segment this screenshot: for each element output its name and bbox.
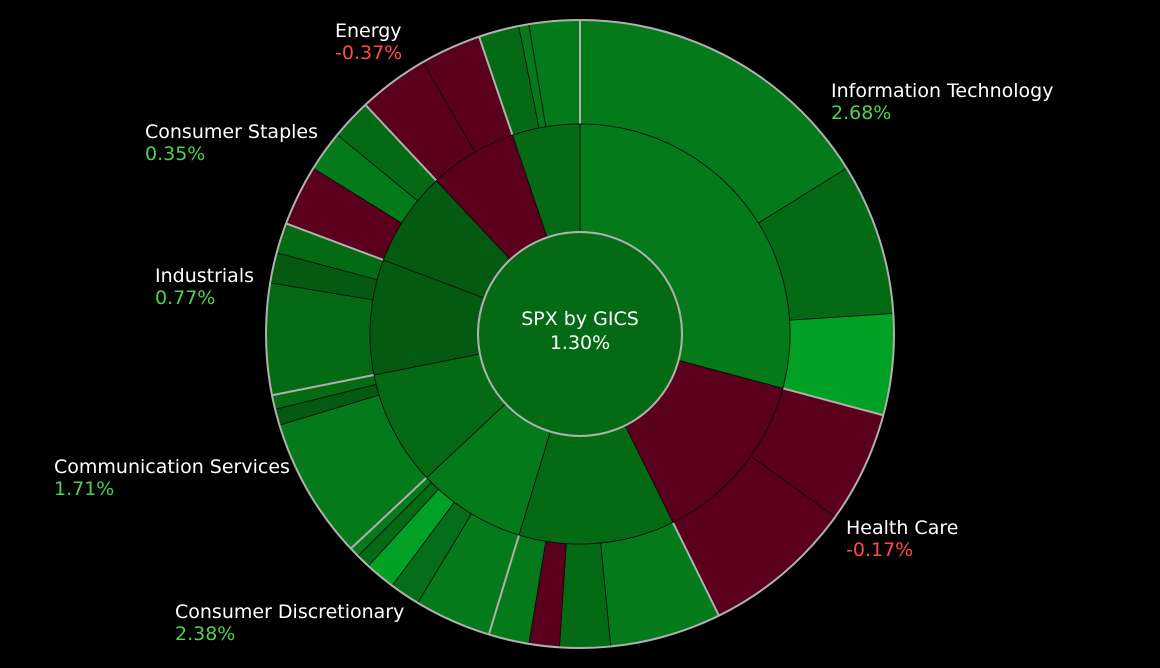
outer-border [265,19,895,649]
sector-change: 2.38% [175,623,236,645]
label-communication-services[interactable]: Communication Services 1.71% [54,456,290,500]
center-value: 1.30% [550,332,610,354]
label-consumer-staples[interactable]: Consumer Staples 0.35% [145,121,318,165]
label-health-care[interactable]: Health Care -0.17% [846,517,958,561]
label-consumer-discretionary[interactable]: Consumer Discretionary 2.38% [175,601,404,645]
sector-change: 1.71% [54,478,115,500]
label-industrials[interactable]: Industrials 0.77% [155,265,254,309]
sector-name: Communication Services [54,456,290,478]
sector-name: Industrials [155,265,255,287]
label-energy[interactable]: Energy -0.37% [335,20,402,64]
sector-name: Information Technology [831,80,1054,102]
sector-change: 2.68% [831,102,892,124]
sector-name: Energy [335,20,402,42]
sector-name: Consumer Discretionary [175,601,405,623]
sector-change: 0.77% [155,287,216,309]
label-information-technology[interactable]: Information Technology 2.68% [831,80,1053,124]
sector-name: Health Care [846,517,959,539]
sector-change: -0.37% [335,42,403,64]
sector-change: -0.17% [846,539,914,561]
center-title: SPX by GICS [521,308,639,330]
inner-ring [369,123,791,545]
sector-name: Consumer Staples [145,121,319,143]
sector-change: 0.35% [145,143,206,165]
center-disc [477,231,683,437]
